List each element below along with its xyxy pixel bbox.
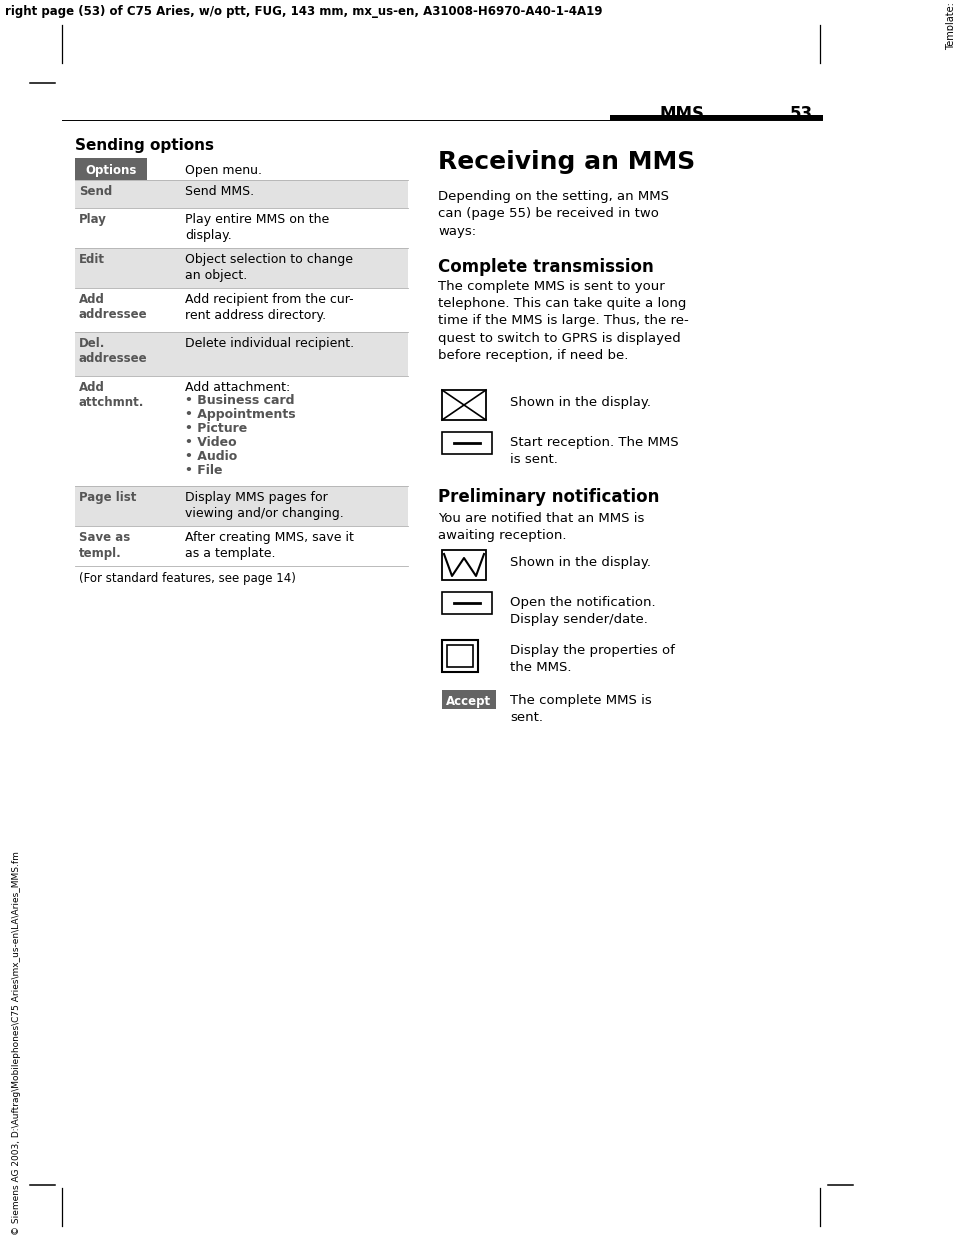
Text: Send: Send bbox=[79, 184, 112, 198]
Text: Options: Options bbox=[85, 164, 136, 177]
Text: Add attachment:: Add attachment: bbox=[185, 381, 290, 394]
Text: (For standard features, see page 14): (For standard features, see page 14) bbox=[79, 572, 295, 586]
Text: Play entire MMS on the
display.: Play entire MMS on the display. bbox=[185, 213, 329, 242]
Text: The complete MMS is
sent.: The complete MMS is sent. bbox=[510, 694, 651, 724]
Bar bbox=[441, 390, 485, 420]
Text: Accept: Accept bbox=[446, 695, 491, 708]
Text: Save as
templ.: Save as templ. bbox=[79, 531, 131, 559]
Text: Del.
addressee: Del. addressee bbox=[79, 336, 148, 365]
Bar bbox=[75, 331, 408, 376]
Bar bbox=[441, 640, 477, 672]
Text: Display MMS pages for
viewing and/or changing.: Display MMS pages for viewing and/or cha… bbox=[185, 491, 343, 520]
Text: Display the properties of
the MMS.: Display the properties of the MMS. bbox=[510, 644, 674, 674]
Text: Object selection to change
an object.: Object selection to change an object. bbox=[185, 253, 353, 282]
Text: The complete MMS is sent to your
telephone. This can take quite a long
time if t: The complete MMS is sent to your telepho… bbox=[437, 280, 688, 361]
Bar bbox=[441, 549, 485, 579]
Text: Depending on the setting, an MMS
can (page 55) be received in two
ways:: Depending on the setting, an MMS can (pa… bbox=[437, 189, 668, 238]
Text: Open the notification.
Display sender/date.: Open the notification. Display sender/da… bbox=[510, 596, 655, 625]
Text: Template: X75, 140X105, Version 2.2; VAR Language: am; VAR issue date: 050718: Template: X75, 140X105, Version 2.2; VAR… bbox=[945, 0, 953, 50]
Bar bbox=[441, 690, 496, 709]
Text: You are notified that an MMS is
awaiting reception.: You are notified that an MMS is awaiting… bbox=[437, 512, 643, 542]
Bar bbox=[447, 645, 473, 667]
Text: right page (53) of C75 Aries, w/o ptt, FUG, 143 mm, mx_us-en, A31008-H6970-A40-1: right page (53) of C75 Aries, w/o ptt, F… bbox=[5, 5, 602, 17]
Text: Preliminary notification: Preliminary notification bbox=[437, 488, 659, 506]
Text: MMS: MMS bbox=[659, 105, 704, 123]
Bar bbox=[441, 592, 492, 614]
Text: © Siemens AG 2003, D:\Auftrag\Mobilephones\C75 Aries\mx_us-en\LA\Aries_MMS.fm: © Siemens AG 2003, D:\Auftrag\Mobilephon… bbox=[12, 851, 21, 1235]
Bar bbox=[75, 208, 408, 248]
Bar bbox=[75, 376, 408, 486]
Text: • File: • File bbox=[185, 464, 222, 477]
Text: Sending options: Sending options bbox=[75, 138, 213, 153]
Text: After creating MMS, save it
as a template.: After creating MMS, save it as a templat… bbox=[185, 531, 354, 559]
Text: Open menu.: Open menu. bbox=[185, 164, 262, 177]
Text: • Audio: • Audio bbox=[185, 450, 237, 464]
Text: Add
addressee: Add addressee bbox=[79, 293, 148, 321]
Text: Shown in the display.: Shown in the display. bbox=[510, 556, 650, 569]
Bar bbox=[75, 526, 408, 566]
Text: Receiving an MMS: Receiving an MMS bbox=[437, 150, 695, 174]
Text: Add recipient from the cur-
rent address directory.: Add recipient from the cur- rent address… bbox=[185, 293, 354, 321]
Bar bbox=[75, 486, 408, 526]
Text: Play: Play bbox=[79, 213, 107, 226]
Bar bbox=[441, 432, 492, 454]
Text: Add
attchmnt.: Add attchmnt. bbox=[79, 381, 144, 410]
Text: • Picture: • Picture bbox=[185, 422, 247, 435]
Text: Edit: Edit bbox=[79, 253, 105, 265]
Bar bbox=[609, 115, 822, 120]
Bar bbox=[75, 288, 408, 331]
Text: Start reception. The MMS
is sent.: Start reception. The MMS is sent. bbox=[510, 436, 678, 466]
Bar bbox=[75, 248, 408, 288]
Text: Delete individual recipient.: Delete individual recipient. bbox=[185, 336, 354, 350]
Bar bbox=[75, 179, 408, 208]
Text: Send MMS.: Send MMS. bbox=[185, 184, 253, 198]
Text: 53: 53 bbox=[789, 105, 812, 123]
Text: • Business card: • Business card bbox=[185, 394, 294, 407]
Bar bbox=[75, 158, 147, 179]
Text: • Appointments: • Appointments bbox=[185, 407, 295, 421]
Text: • Video: • Video bbox=[185, 436, 236, 449]
Text: Complete transmission: Complete transmission bbox=[437, 258, 653, 277]
Text: Page list: Page list bbox=[79, 491, 136, 503]
Text: Shown in the display.: Shown in the display. bbox=[510, 396, 650, 409]
